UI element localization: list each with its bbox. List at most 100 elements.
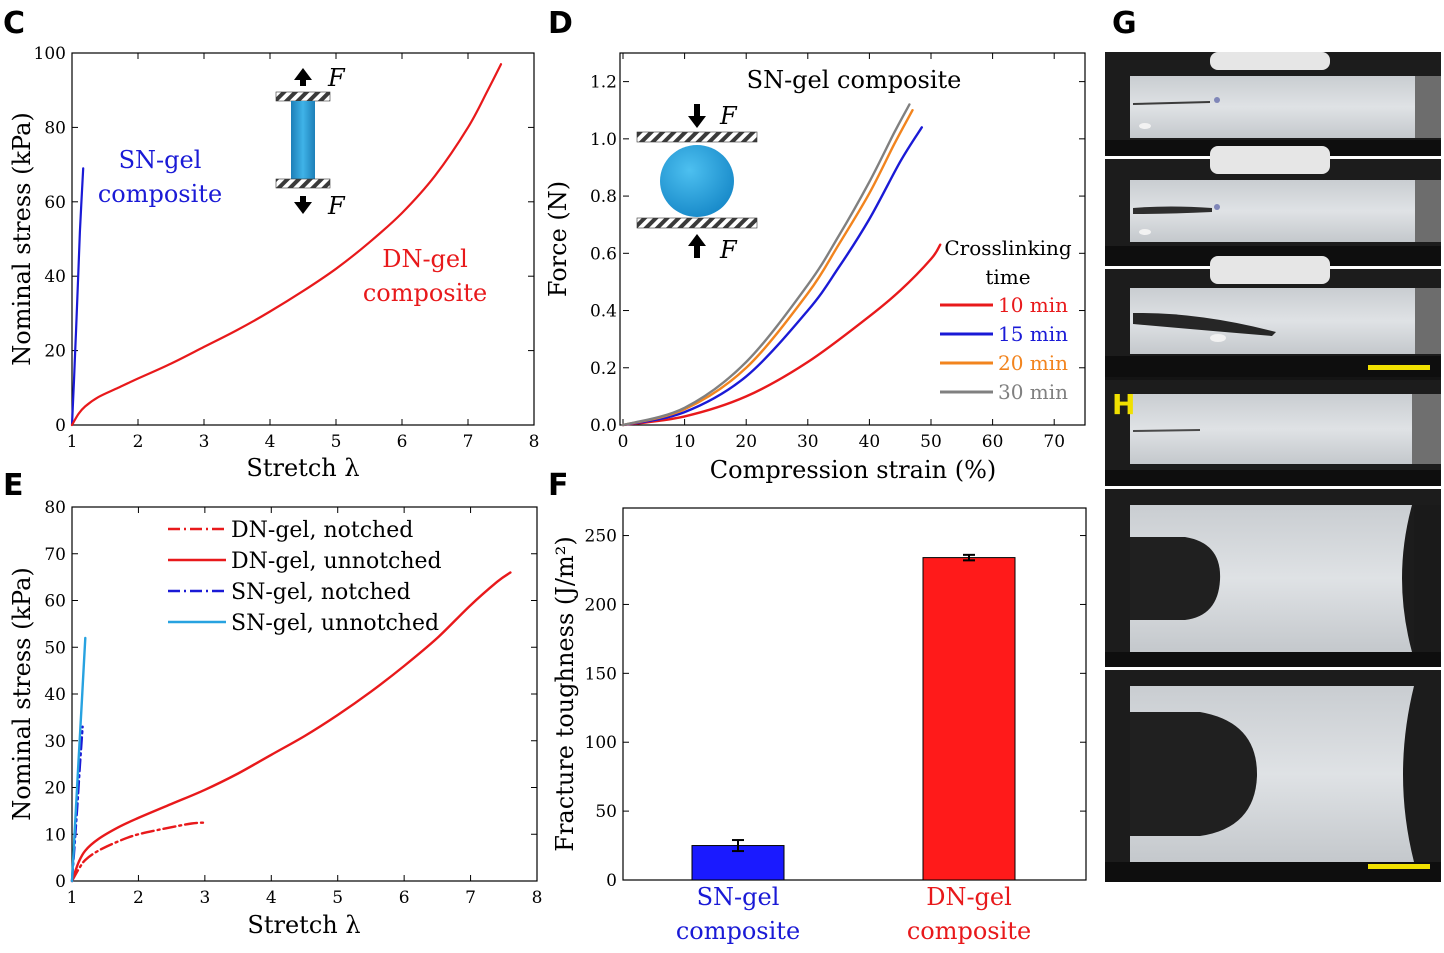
chart-c-ylabel: Nominal stress (kPa) xyxy=(8,112,36,366)
chart-d-xlabel: Compression strain (%) xyxy=(710,456,997,484)
y-tick-label: 0 xyxy=(606,871,617,891)
chart-e-ylabel: Nominal stress (kPa) xyxy=(8,567,36,821)
y-tick-label: 10 xyxy=(44,825,66,845)
tensile-force-label-bottom: F xyxy=(327,192,346,220)
photo-h-frame-3 xyxy=(1105,670,1441,882)
x-tick-label: 6 xyxy=(399,888,410,908)
x-tick-label: 2 xyxy=(133,888,144,908)
photo-g-frame-2 xyxy=(1105,146,1441,266)
legend-label-0: 10 min xyxy=(998,293,1068,317)
tensile-force-label-top: F xyxy=(327,64,346,92)
scale-bar-g xyxy=(1368,365,1430,370)
chart-f-frame xyxy=(622,507,1087,881)
y-tick-label: 60 xyxy=(44,592,66,612)
y-tick-label: 0.2 xyxy=(590,359,617,379)
chart-c-sn-annotation-line1: SN-gel xyxy=(119,146,202,174)
y-tick-label: 100 xyxy=(34,44,66,64)
legend-label-3: 30 min xyxy=(998,380,1068,404)
series-line-1 xyxy=(621,126,923,427)
y-tick-label: 1.0 xyxy=(590,130,617,150)
chart-f: 0 50 100 150 200 250 SN-gel composite DN-gel com… xyxy=(551,507,1087,945)
x-tick-label: 0 xyxy=(618,432,629,452)
y-tick-label: 200 xyxy=(585,595,617,615)
y-tick-label: 150 xyxy=(585,664,617,684)
x-tick-label: 6 xyxy=(397,432,408,452)
chart-d-title: SN-gel composite xyxy=(747,66,962,94)
chart-d-legend-title-line1: Crosslinking xyxy=(944,236,1072,260)
x-tick-label: 30 xyxy=(797,432,819,452)
y-tick-label: 40 xyxy=(44,685,66,705)
legend-label-0: DN-gel, notched xyxy=(231,518,413,543)
x-tick-label: 8 xyxy=(532,888,543,908)
y-tick-label: 0 xyxy=(55,416,66,436)
series-line-1 xyxy=(70,571,512,883)
photo-panel-g xyxy=(1105,52,1441,377)
x-tick-label: 50 xyxy=(920,432,942,452)
y-tick-label: 0 xyxy=(55,872,66,892)
y-tick-label: 1.2 xyxy=(590,73,617,93)
x-tick-label: 8 xyxy=(529,432,540,452)
y-tick-label: 20 xyxy=(44,342,66,362)
chart-c-sn-annotation-line2: composite xyxy=(98,180,222,208)
y-tick-label: 0.8 xyxy=(590,187,617,207)
series-line-0 xyxy=(70,821,207,883)
y-tick-label: 50 xyxy=(595,802,617,822)
category-label-0-line2: composite xyxy=(676,917,800,945)
panel-label-h: H xyxy=(1112,388,1135,421)
x-tick-label: 3 xyxy=(199,432,210,452)
legend-label-2: SN-gel, notched xyxy=(231,580,411,605)
compression-schematic-icon: F F xyxy=(636,102,758,264)
chart-c-dn-annotation-line1: DN-gel xyxy=(382,245,468,273)
x-tick-label: 7 xyxy=(463,432,474,452)
category-label-0-line1: SN-gel xyxy=(697,883,780,911)
legend-label-1: 15 min xyxy=(998,322,1068,346)
x-tick-label: 4 xyxy=(266,888,277,908)
y-tick-label: 20 xyxy=(44,779,66,799)
chart-f-ylabel: Fracture toughness (J/m²) xyxy=(551,536,579,851)
y-tick-label: 0.6 xyxy=(590,244,617,264)
category-label-1-line2: composite xyxy=(907,917,1031,945)
x-tick-label: 1 xyxy=(67,888,78,908)
x-tick-label: 4 xyxy=(265,432,276,452)
chart-d: 0 10 20 30 40 50 60 70 0.0 0.2 0.4 0.6 0.8 1.0 1.2 Com… xyxy=(544,52,1086,484)
photo-g-frame-1 xyxy=(1105,52,1441,156)
series-line-1 xyxy=(70,63,503,427)
chart-d-legend-title-line2: time xyxy=(985,265,1030,289)
y-tick-label: 100 xyxy=(585,733,617,753)
y-tick-label: 70 xyxy=(44,545,66,565)
x-tick-label: 5 xyxy=(332,888,343,908)
compression-force-label-top: F xyxy=(719,102,738,130)
panel-label-g: G xyxy=(1112,6,1137,41)
chart-d-ylabel: Force (N) xyxy=(544,181,572,297)
y-tick-label: 50 xyxy=(44,638,66,658)
panel-label-f: F xyxy=(548,468,569,503)
category-label-1-line1: DN-gel xyxy=(926,883,1012,911)
legend-label-3: SN-gel, unnotched xyxy=(231,611,439,636)
chart-c-frame xyxy=(71,52,535,426)
x-tick-label: 1 xyxy=(67,432,78,452)
legend-label-2: 20 min xyxy=(998,351,1068,375)
y-tick-label: 0.4 xyxy=(590,302,617,322)
chart-d-frame xyxy=(619,52,1086,426)
x-tick-label: 60 xyxy=(982,432,1004,452)
chart-c-dn-annotation-line2: composite xyxy=(363,279,487,307)
x-tick-label: 5 xyxy=(331,432,342,452)
y-tick-label: 40 xyxy=(44,267,66,287)
x-tick-label: 3 xyxy=(199,888,210,908)
y-tick-label: 80 xyxy=(44,498,66,518)
series-line-0 xyxy=(70,167,85,427)
photo-h-frame-2 xyxy=(1105,489,1441,667)
series-line-3 xyxy=(70,636,87,883)
chart-e-xlabel: Stretch λ xyxy=(247,911,360,939)
legend-label-1: DN-gel, unnotched xyxy=(231,549,442,574)
x-tick-label: 2 xyxy=(133,432,144,452)
compression-force-label-bottom: F xyxy=(719,236,738,264)
photo-panel-h: H xyxy=(1105,377,1441,882)
y-tick-label: 60 xyxy=(44,193,66,213)
y-tick-label: 250 xyxy=(585,527,617,547)
y-tick-label: 30 xyxy=(44,732,66,752)
bar-1 xyxy=(922,557,1016,881)
